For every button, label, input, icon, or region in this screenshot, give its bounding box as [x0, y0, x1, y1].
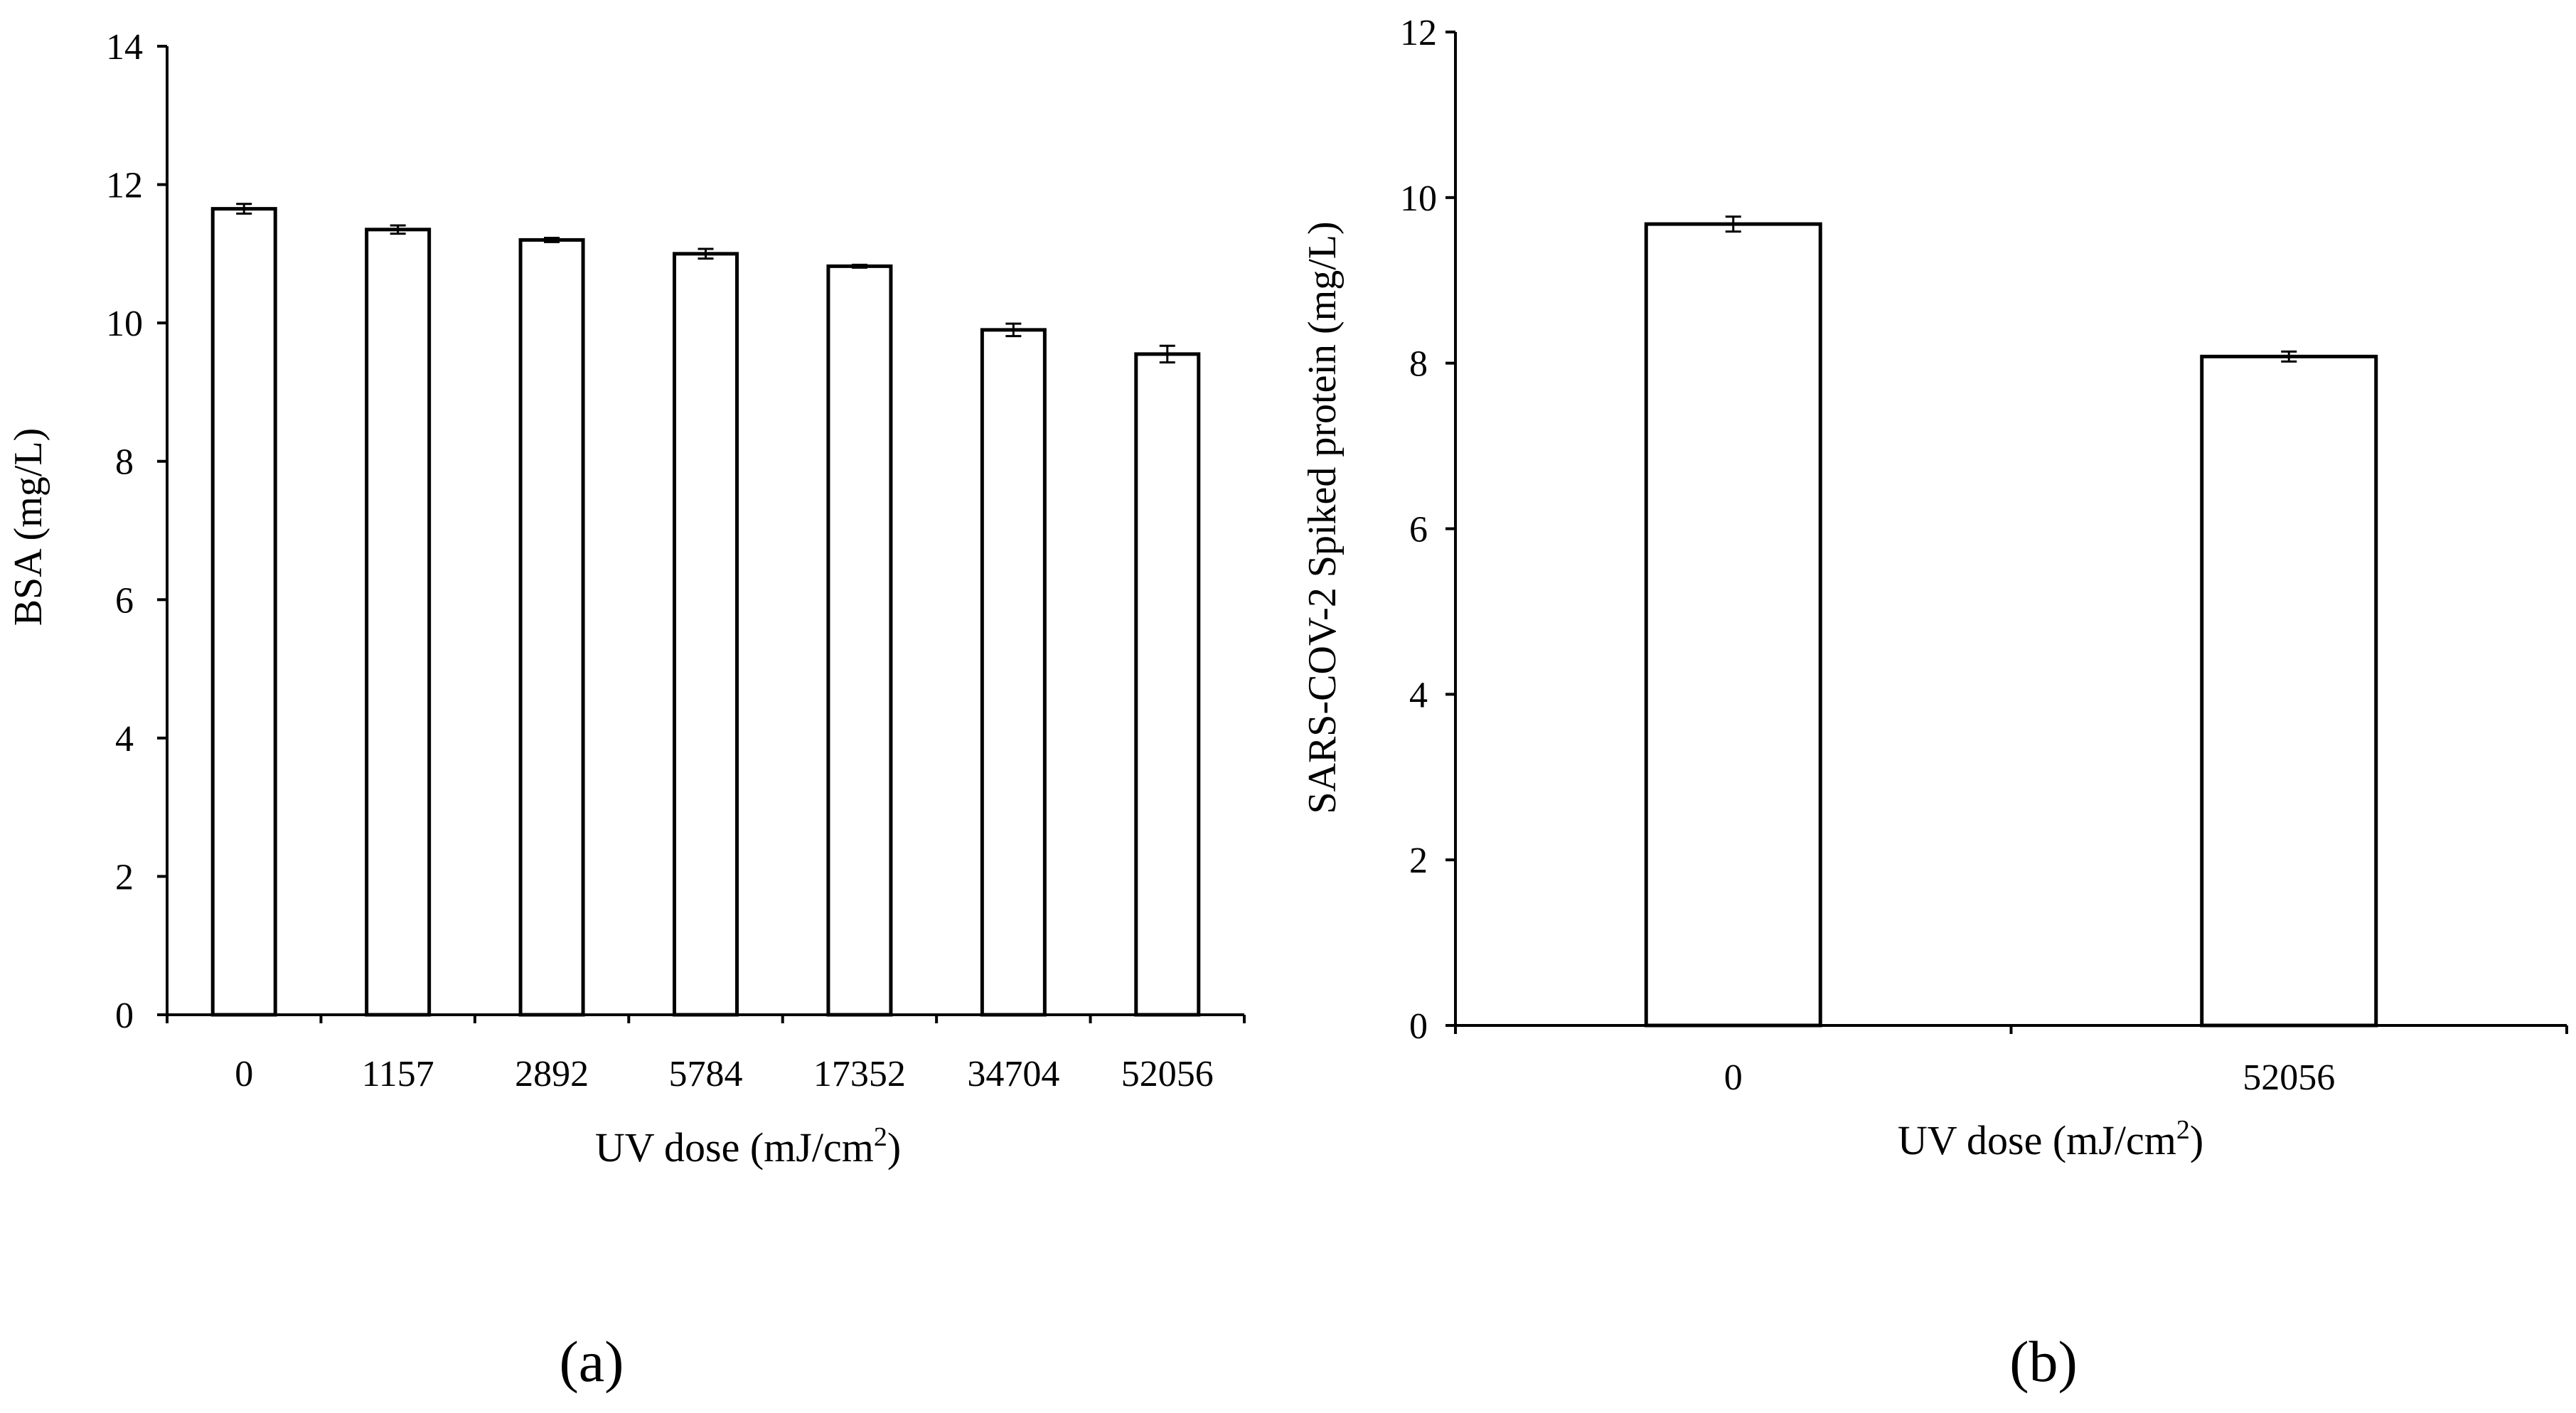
chart-a-y-tick-label: 0: [115, 996, 134, 1036]
chart-b-x-label-suffix: ): [2190, 1117, 2203, 1163]
chart-panel-a: BSA (mg/L) UV dose (mJ/cm2) (a) 02468101…: [6, 27, 1246, 1394]
chart-b-x-tick-label: 0: [1724, 1057, 1743, 1098]
chart-a-y-tick-label: 12: [106, 166, 143, 206]
chart-b-y-tick-label: 6: [1409, 510, 1428, 550]
chart-b-y-tick-label: 8: [1409, 344, 1428, 385]
chart-a-x-tick-label: 0: [235, 1054, 253, 1094]
panel-label-b: (b): [2009, 1329, 2078, 1394]
chart-a-x-tick-label: 17352: [813, 1054, 906, 1094]
panel-label-a: (a): [559, 1329, 624, 1394]
chart-a-bar: [673, 252, 739, 1017]
chart-a-y-tick-label: 14: [106, 27, 143, 68]
chart-a-x-label-main: UV dose (mJ/cm: [595, 1124, 874, 1171]
chart-a-bar: [518, 238, 585, 1017]
chart-b-x-label-main: UV dose (mJ/cm: [1898, 1117, 2176, 1163]
chart-b-x-axis-label: UV dose (mJ/cm2): [1898, 1115, 2203, 1163]
chart-b-bar: [1644, 222, 1822, 1028]
chart-a-bar: [365, 228, 432, 1017]
chart-a-y-tick-label: 8: [115, 442, 134, 483]
chart-a-x-tick-label: 5784: [669, 1054, 743, 1094]
chart-b-bar: [2200, 354, 2378, 1028]
chart-b-y-tick-label: 0: [1409, 1006, 1428, 1047]
chart-a-bar: [826, 264, 893, 1017]
chart-a-x-label-suffix: ): [887, 1124, 901, 1171]
chart-b-x-tick-label: 52056: [2243, 1057, 2335, 1098]
chart-a-x-tick-label: 34704: [967, 1054, 1059, 1094]
chart-a-bar: [210, 207, 277, 1017]
chart-a-x-label-superscript: 2: [874, 1122, 887, 1152]
chart-b-y-tick-label: 4: [1409, 675, 1428, 715]
chart-a-x-tick-label: 2892: [515, 1054, 589, 1094]
chart-a-y-tick-label: 4: [115, 719, 134, 759]
chart-a-y-tick-label: 2: [115, 857, 134, 897]
chart-b-y-tick-label: 2: [1409, 841, 1428, 881]
chart-a-x-axis-label: UV dose (mJ/cm2): [595, 1122, 901, 1171]
chart-a-bar: [1134, 352, 1201, 1017]
chart-a-y-tick-label: 6: [115, 580, 134, 621]
chart-b-x-label-superscript: 2: [2176, 1115, 2190, 1145]
chart-b-y-tick-label: 12: [1400, 13, 1437, 53]
chart-a-y-tick-label: 10: [106, 304, 143, 344]
chart-a-x-tick-label: 52056: [1121, 1054, 1214, 1094]
chart-a-x-tick-label: 1157: [362, 1054, 434, 1094]
chart-a-bar: [980, 328, 1047, 1017]
chart-a-y-axis-label: BSA (mg/L): [6, 428, 50, 626]
chart-b-y-axis-label: SARS-COV-2 Spiked protein (mg/L): [1300, 221, 1345, 814]
chart-b-y-tick-label: 10: [1400, 178, 1437, 219]
chart-panel-b: SARS-COV-2 Spiked protein (mg/L) UV dose…: [1300, 13, 2568, 1394]
